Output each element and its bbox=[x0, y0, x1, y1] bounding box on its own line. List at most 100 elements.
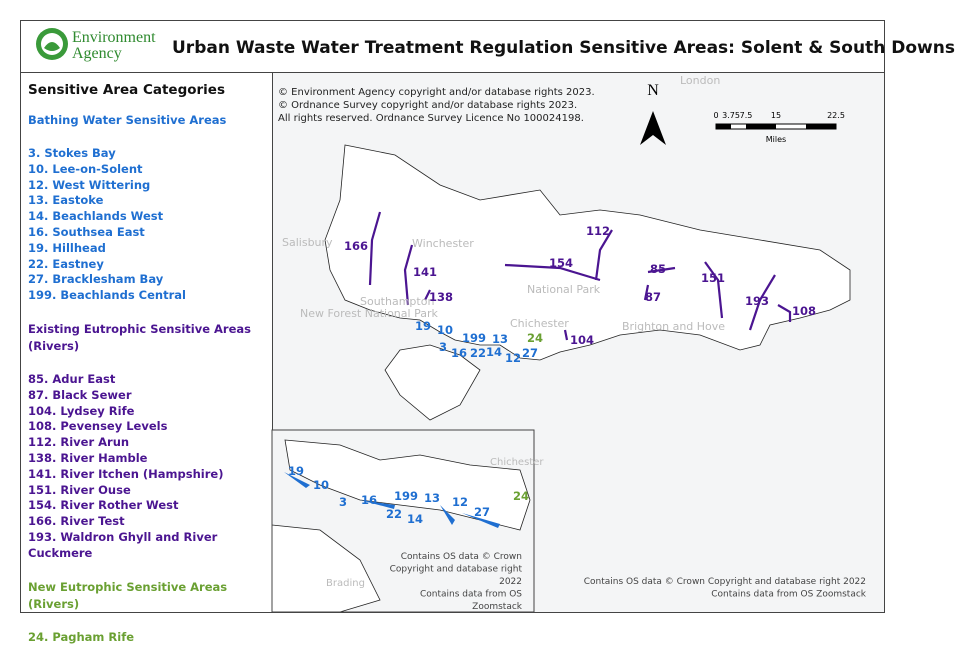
legend-item: 154. River Rother West bbox=[28, 498, 179, 513]
legend-item: 12. West Wittering bbox=[28, 177, 151, 192]
legend-group-title: Existing Eutrophic Sensitive Areas (Rive… bbox=[28, 321, 251, 353]
inset-label: 199 bbox=[394, 489, 418, 503]
area-label: 199 bbox=[462, 331, 486, 345]
scale-label: 7.5 bbox=[740, 111, 753, 120]
legend-group-title: Bathing Water Sensitive Areas bbox=[28, 113, 227, 127]
north-arrow bbox=[640, 111, 666, 145]
inset-frame bbox=[271, 429, 535, 613]
legend-group: New Eutrophic Sensitive Areas (Rivers) 24… bbox=[28, 579, 266, 646]
place-name: Chichester bbox=[510, 317, 569, 330]
north-label: N bbox=[647, 82, 659, 99]
inset-label: 14 bbox=[407, 512, 423, 526]
legend: Sensitive Area Categories Bathing Water S… bbox=[28, 82, 266, 662]
scale-label: 3.75 bbox=[722, 111, 740, 120]
place-name: Chichester bbox=[490, 457, 544, 468]
copyright: © Environment Agency copyright and/or da… bbox=[278, 87, 595, 98]
legend-item: 19. Hillhead bbox=[28, 240, 106, 255]
area-label: 13 bbox=[492, 332, 508, 346]
inset-credit: 2022 bbox=[499, 577, 522, 587]
area-label: 193 bbox=[745, 294, 769, 308]
area-label: 85 bbox=[650, 262, 666, 276]
legend-item: 85. Adur East bbox=[28, 371, 116, 386]
legend-item: 13. Eastoke bbox=[28, 193, 104, 208]
legend-item: 193. Waldron Ghyll and River Cuckmere bbox=[28, 529, 218, 560]
legend-item: 166. River Test bbox=[28, 514, 125, 529]
inset-label: 27 bbox=[474, 505, 490, 519]
legend-item: 104. Lydsey Rife bbox=[28, 403, 135, 418]
area-label: 10 bbox=[437, 323, 453, 337]
area-label: 27 bbox=[522, 346, 538, 360]
inset-label: 24 bbox=[513, 489, 529, 503]
legend-item: 14. Beachlands West bbox=[28, 209, 164, 224]
inset-label: 3 bbox=[339, 495, 347, 509]
page: Environment Agency Urban Waste Water Tre… bbox=[20, 20, 960, 644]
area-label: 12 bbox=[505, 351, 521, 365]
area-label: 24 bbox=[527, 331, 543, 345]
area-label: 166 bbox=[344, 239, 368, 253]
rivers bbox=[368, 211, 792, 341]
place-name: London bbox=[680, 74, 720, 87]
inset-label: 13 bbox=[424, 491, 440, 505]
inset-credit: Contains data from OS bbox=[420, 590, 522, 600]
logo-text: Environment bbox=[72, 29, 156, 46]
legend-item: 3. Stokes Bay bbox=[28, 146, 116, 160]
legend-item: 22. Eastney bbox=[28, 256, 104, 271]
area-label: 154 bbox=[549, 256, 573, 270]
legend-group: Bathing Water Sensitive Areas 3. Stokes B… bbox=[28, 112, 266, 304]
map-credit: Contains OS data © Crown Copyright and d… bbox=[584, 577, 866, 587]
copyright: All rights reserved. Ordnance Survey Lic… bbox=[278, 113, 584, 124]
land bbox=[271, 144, 851, 613]
place-name: New Forest National Park bbox=[300, 307, 438, 320]
scale-label: 22.5 bbox=[827, 111, 845, 120]
inset-label: 22 bbox=[386, 507, 402, 521]
inset-label: 16 bbox=[361, 493, 377, 507]
legend-item: 112. River Arun bbox=[28, 435, 130, 450]
area-label: 112 bbox=[586, 224, 610, 238]
legend-group: Existing Eutrophic Sensitive Areas (Rive… bbox=[28, 321, 266, 562]
inset-label: 19 bbox=[288, 464, 304, 478]
title: Urban Waste Water Treatment Regulation S… bbox=[172, 38, 960, 58]
logo-text: Agency bbox=[72, 45, 122, 62]
place-name: Brighton and Hove bbox=[622, 320, 725, 333]
legend-item: 151. River Ouse bbox=[28, 482, 131, 497]
inset-credit: Copyright and database right bbox=[390, 565, 523, 575]
map-credit: Contains data from OS Zoomstack bbox=[711, 590, 867, 600]
legend-item: 27. Bracklesham Bay bbox=[28, 272, 164, 287]
place-name: Southampton bbox=[360, 295, 434, 308]
scale-label: 0 bbox=[713, 111, 718, 120]
inset-credit: Contains OS data © Crown bbox=[401, 552, 522, 562]
map-sheet: Environment Agency Urban Waste Water Tre… bbox=[20, 20, 960, 613]
scale-label: 15 bbox=[771, 111, 781, 120]
place-name: National Park bbox=[527, 283, 601, 296]
area-label: 19 bbox=[415, 319, 431, 333]
scale-unit: Miles bbox=[766, 135, 786, 144]
place-name: Winchester bbox=[412, 237, 474, 250]
place-name: Brading bbox=[326, 578, 365, 589]
area-label: 3 bbox=[439, 340, 447, 354]
legend-title: Sensitive Area Categories bbox=[28, 82, 226, 98]
area-label: 141 bbox=[413, 265, 437, 279]
area-label: 16 bbox=[451, 346, 467, 360]
copyright: © Ordnance Survey copyright and/or datab… bbox=[278, 100, 577, 111]
legend-group-title: New Eutrophic Sensitive Areas (Rivers) bbox=[28, 579, 228, 611]
inset-credit: Zoomstack bbox=[472, 602, 523, 612]
area-label: 87 bbox=[645, 290, 661, 304]
scale-bar bbox=[715, 123, 837, 130]
area-label: 108 bbox=[792, 304, 816, 318]
legend-item: 199. Beachlands Central bbox=[28, 288, 186, 303]
legend-item: 138. River Hamble bbox=[28, 450, 148, 465]
area-label: 22 bbox=[470, 346, 486, 360]
legend-item: 24. Pagham Rife bbox=[28, 629, 135, 644]
legend-item: 16. Southsea East bbox=[28, 224, 145, 239]
bathing-areas bbox=[284, 472, 500, 528]
area-label: 104 bbox=[570, 333, 594, 347]
legend-item: 108. Pevensey Levels bbox=[28, 419, 168, 434]
inset-label: 10 bbox=[313, 478, 329, 492]
legend-item: 10. Lee-on-Solent bbox=[28, 161, 143, 176]
area-label: 14 bbox=[486, 345, 502, 359]
inset-label: 12 bbox=[452, 495, 468, 509]
place-name: Salisbury bbox=[282, 236, 333, 249]
legend-item: 87. Black Sewer bbox=[28, 387, 132, 402]
area-label: 151 bbox=[701, 271, 725, 285]
area-label: 138 bbox=[429, 290, 453, 304]
